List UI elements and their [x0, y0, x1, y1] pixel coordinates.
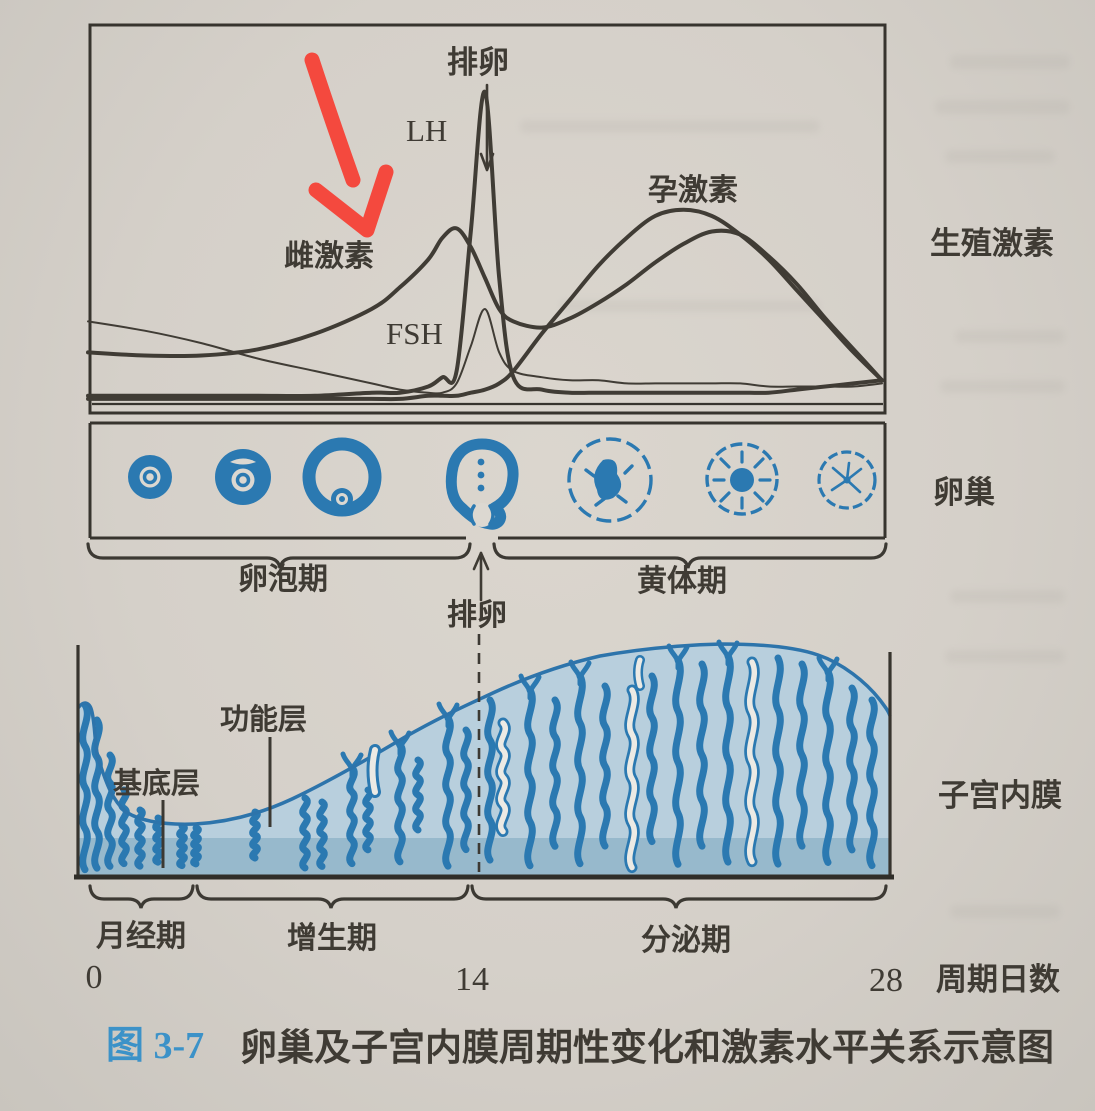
secretory-phase-label: 分泌期: [641, 924, 731, 957]
proliferative-phase-brace: [195, 884, 470, 909]
basal-layer-label: 基底层: [113, 767, 200, 800]
day-28-tick: 28: [869, 962, 903, 999]
lh-label: LH: [406, 113, 447, 148]
corpus-albicans-icon: [817, 450, 877, 510]
mature-corpus-luteum-icon: [705, 442, 779, 516]
ovulation-top-label: 排卵: [447, 45, 509, 80]
progesterone-label: 孕激素: [648, 174, 738, 207]
ovulation-bottom-arrow: [472, 551, 490, 602]
fsh-curve: [87, 308, 883, 395]
hormone-panel-frame: [88, 23, 887, 415]
day-axis-unit-label: 周期日数: [936, 962, 1060, 997]
functional-layer-label: 功能层: [220, 703, 307, 736]
secretory-phase-brace: [470, 884, 888, 909]
page-bleedthrough: [520, 55, 1070, 918]
lh-curve: [86, 89, 884, 399]
progesterone-curve: [86, 207, 884, 402]
early-corpus-luteum-icon: [567, 437, 653, 523]
right-axis-label: 生殖激素: [930, 226, 1054, 261]
estrogen-label: 雌激素: [284, 240, 374, 273]
proliferative-phase-label: 增生期: [287, 922, 377, 955]
growing-follicle-icon: [215, 449, 271, 505]
follicular-phase-brace: [86, 542, 472, 569]
primordial-follicle-icon: [128, 455, 172, 499]
luteal-phase-label: 黄体期: [637, 565, 727, 598]
caption-title: 卵巢及子宫内膜周期性变化和激素水平关系示意图: [240, 1027, 1054, 1069]
mature-follicle-icon: [302, 437, 382, 517]
hormone-curves: [86, 89, 884, 402]
ovary-follicle-stages: [128, 437, 877, 530]
follicular-phase-label: 卵泡期: [238, 563, 328, 596]
ovulating-follicle-icon: [445, 438, 519, 530]
endometrium-surface: [76, 642, 892, 826]
day-0-tick: 0: [86, 959, 103, 996]
red-annotation-arrow: [304, 52, 394, 238]
menstrual-phase-label: 月经期: [96, 919, 186, 953]
endometrium-right-label: 子宫内膜: [938, 778, 1062, 813]
endometrium-fill: [78, 644, 890, 875]
luteal-phase-brace: [492, 542, 888, 569]
endometrium-panel: [74, 634, 894, 880]
caption-number: 图 3-7: [106, 1025, 204, 1067]
ovulation-bottom-label: 排卵: [447, 599, 507, 632]
menstrual-phase-brace: [88, 884, 195, 909]
ovary-strip-frame: [88, 421, 887, 540]
ovulation-top-arrow: [479, 83, 495, 172]
fsh-label: FSH: [386, 316, 443, 351]
surface-slits: [366, 655, 645, 798]
day-14-tick: 14: [455, 961, 489, 998]
ovary-right-label: 卵巢: [933, 475, 995, 510]
